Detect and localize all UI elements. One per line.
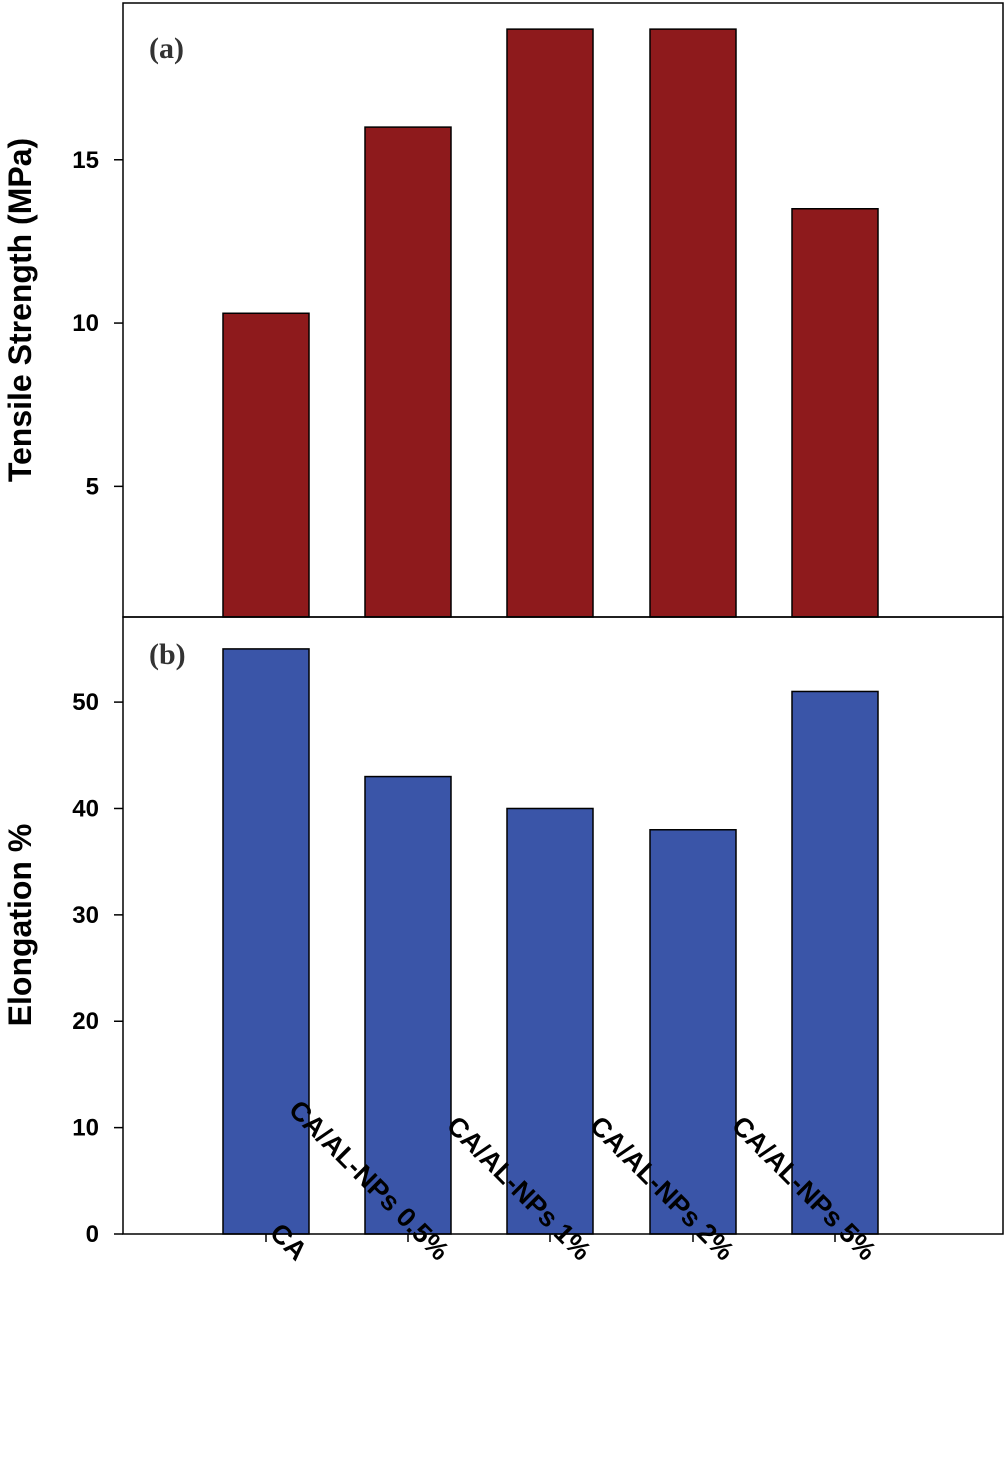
elongation-bar-4 bbox=[649, 829, 737, 1235]
tensile-strength-bar-2 bbox=[364, 126, 452, 618]
elongation-plot-frame bbox=[122, 616, 1004, 1235]
tensile-strength-y-tick-label-1: 5 bbox=[86, 473, 99, 500]
tensile-strength-bar-5 bbox=[791, 208, 879, 618]
elongation-bar-2 bbox=[364, 775, 452, 1235]
panel-label-b: (b) bbox=[149, 638, 186, 671]
elongation-bars bbox=[222, 648, 879, 1235]
elongation-y-tick-label-6: 50 bbox=[72, 689, 99, 716]
elongation-panel: 0 10 20 30 40 50 (b) Elongation % bbox=[2, 616, 1004, 1248]
tensile-strength-bars bbox=[222, 28, 879, 618]
tensile-strength-bar-4 bbox=[649, 28, 737, 618]
elongation-bar-5 bbox=[791, 690, 879, 1235]
elongation-y-tick-label-5: 40 bbox=[72, 795, 99, 822]
elongation-bar-1 bbox=[222, 648, 310, 1235]
tensile-strength-y-axis-title: Tensile Strength (MPa) bbox=[2, 138, 38, 482]
elongation-y-tick-label-4: 30 bbox=[72, 902, 99, 929]
tensile-strength-bar-3 bbox=[506, 28, 594, 618]
tensile-strength-y-ticks: 5 10 15 bbox=[72, 147, 123, 500]
panel-label-a: (a) bbox=[149, 32, 184, 65]
tensile-strength-bar-1 bbox=[222, 312, 310, 618]
elongation-y-tick-label-3: 20 bbox=[72, 1008, 99, 1035]
tensile-strength-y-tick-label-2: 10 bbox=[72, 310, 99, 337]
tensile-strength-panel: 5 10 15 (a) Tensile Strength (MPa) bbox=[2, 2, 1004, 618]
elongation-y-ticks: 0 10 20 30 40 50 bbox=[72, 689, 123, 1248]
elongation-bar-3 bbox=[506, 807, 594, 1235]
elongation-y-tick-label-1: 0 bbox=[86, 1221, 99, 1248]
tensile-strength-y-tick-label-3: 15 bbox=[72, 147, 99, 174]
elongation-y-tick-label-2: 10 bbox=[72, 1115, 99, 1142]
elongation-y-axis-title: Elongation % bbox=[2, 824, 38, 1027]
